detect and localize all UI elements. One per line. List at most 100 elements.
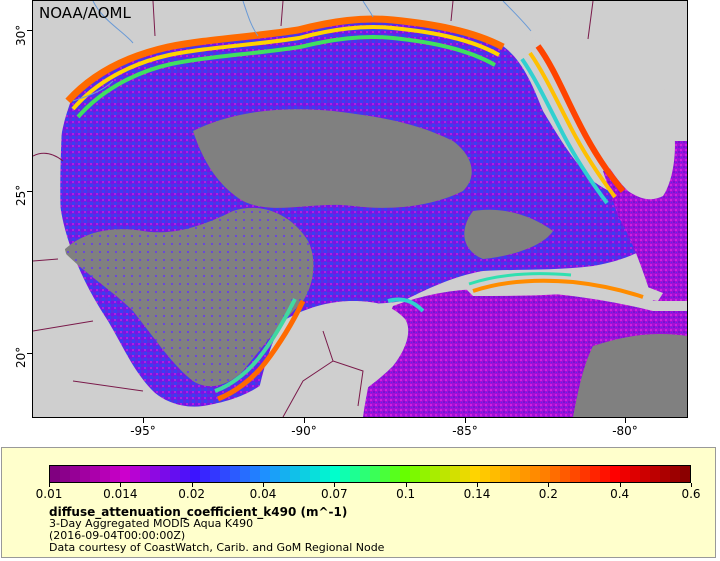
- colorbar-segment: [260, 466, 270, 482]
- cuba-land: [463, 270, 663, 301]
- colorbar-segment: [180, 466, 190, 482]
- colorbar-segment: [270, 466, 280, 482]
- colorbar-segment: [470, 466, 480, 482]
- colorbar-segment: [130, 466, 140, 482]
- colorbar-segment: [540, 466, 550, 482]
- colorbar-segment: [290, 466, 300, 482]
- yucatan-borders: [282, 330, 364, 417]
- colorbar-tick-label: 0.014: [103, 487, 138, 501]
- colorbar-segment: [60, 466, 70, 482]
- coastal-band-north-inner: [71, 25, 500, 111]
- y-tickmark-30: [27, 30, 32, 31]
- colorbar-tick-label: 0.6: [681, 487, 701, 501]
- colorbar-tick-label: 0.07: [320, 487, 348, 501]
- colorbar-tick: [191, 483, 193, 487]
- colorbar-segment: [110, 466, 120, 482]
- coastal-band-cuba-green: [468, 272, 572, 286]
- colorbar-segment: [220, 466, 230, 482]
- colorbar-segment: [400, 466, 410, 482]
- colorbar-segment: [230, 466, 240, 482]
- k490-map: NOAA/AOML: [33, 1, 687, 417]
- colorbar-segment: [80, 466, 90, 482]
- florida-land: [538, 1, 675, 200]
- colorbar-segment: [620, 466, 630, 482]
- colorbar-segment: [240, 466, 250, 482]
- colorbar-segment: [440, 466, 450, 482]
- coastal-band-florida-inner: [528, 51, 617, 199]
- y-tick-label: 30°: [14, 24, 28, 46]
- colorbar-tick: [263, 483, 264, 487]
- colorbar-segment: [640, 466, 650, 482]
- colorbar-segment: [310, 466, 320, 482]
- colorbar-segment: [280, 466, 290, 482]
- colorbar-tick: [477, 483, 478, 487]
- coastal-band-florida: [535, 44, 626, 193]
- colorbar-tick: [120, 483, 122, 487]
- colorbar-segment: [580, 466, 590, 482]
- coastal-band-cuba: [472, 278, 644, 299]
- legend-panel: diffuse_attenuation_coefficient_k490 (m^…: [1, 447, 716, 558]
- colorbar-segment: [450, 466, 460, 482]
- coastal-band-florida-green: [520, 57, 609, 205]
- y-tick-label: 20°: [14, 346, 28, 368]
- colorbar-segment: [340, 466, 350, 482]
- coastal-band-north: [65, 15, 505, 104]
- colorbar-segment: [350, 466, 360, 482]
- colorbar-segment: [120, 466, 130, 482]
- colorbar-segment: [100, 466, 110, 482]
- legend-credit-line: Data courtesy of CoastWatch, Carib. and …: [49, 541, 385, 554]
- colorbar-segment: [530, 466, 540, 482]
- x-tick-label: -85°: [452, 424, 478, 438]
- colorbar-segment: [380, 466, 390, 482]
- colorbar-tick: [619, 483, 621, 487]
- colorbar-segment: [360, 466, 370, 482]
- colorbar-tick: [548, 483, 550, 487]
- colorbar-tick-label: 0.02: [178, 487, 206, 501]
- colorbar-segment: [650, 466, 660, 482]
- coastal-band-mexico: [217, 299, 306, 402]
- colorbar-segment: [330, 466, 340, 482]
- colorbar-segment: [500, 466, 510, 482]
- colorbar-tick-label: 0.4: [610, 487, 630, 501]
- colorbar-tick: [49, 483, 50, 487]
- colorbar-segment: [610, 466, 620, 482]
- colorbar-segment: [90, 466, 100, 482]
- y-tick-label: 25°: [14, 184, 28, 206]
- colorbar-tick-label: 0.1: [396, 487, 416, 501]
- colorbar: [49, 465, 691, 483]
- colorbar-segment: [680, 466, 690, 482]
- nodata-central: [193, 109, 472, 208]
- rivers: [72, 1, 532, 102]
- colorbar-segment: [150, 466, 160, 482]
- colorbar-tick-label: 0.01: [35, 487, 63, 501]
- legend-time-line: (2016-09-04T00:00:00Z): [49, 529, 186, 542]
- colorbar-segment: [520, 466, 530, 482]
- colorbar-tick: [691, 483, 692, 487]
- colorbar-segment: [460, 466, 470, 482]
- colorbar-tick-label: 0.04: [249, 487, 277, 501]
- colorbar-segment: [510, 466, 520, 482]
- state-border-1: [152, 1, 594, 40]
- colorbar-segment: [250, 466, 260, 482]
- colorbar-segment: [560, 466, 570, 482]
- us-coast-land: [33, 1, 687, 141]
- colorbar-segment: [140, 466, 150, 482]
- colorbar-segment: [630, 466, 640, 482]
- colorbar-segment: [670, 466, 680, 482]
- caribbean-nodata: [573, 334, 687, 417]
- colorbar-segment: [430, 466, 440, 482]
- colorbar-segment: [480, 466, 490, 482]
- nodata-west: [63, 207, 314, 387]
- colorbar-segment: [200, 466, 210, 482]
- colorbar-segment: [70, 466, 80, 482]
- colorbar-segment: [370, 466, 380, 482]
- colorbar-segment: [190, 466, 200, 482]
- x-tickmark-85: [465, 418, 466, 423]
- colorbar-segment: [570, 466, 580, 482]
- coastal-band-yucatan: [387, 297, 425, 313]
- colorbar-tick-label: 0.14: [463, 487, 491, 501]
- map-panel[interactable]: NOAA/AOML: [32, 0, 688, 418]
- colorbar-segment: [600, 466, 610, 482]
- x-tick-label: -90°: [291, 424, 317, 438]
- coastal-band-north-green: [76, 35, 496, 119]
